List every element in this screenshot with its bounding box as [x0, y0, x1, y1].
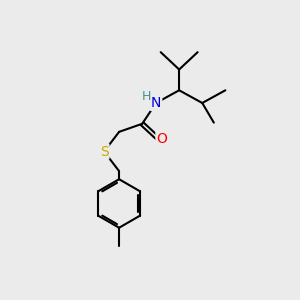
Text: S: S	[100, 145, 109, 158]
Text: O: O	[156, 132, 167, 146]
Text: N: N	[151, 96, 161, 110]
Text: H: H	[142, 90, 151, 103]
